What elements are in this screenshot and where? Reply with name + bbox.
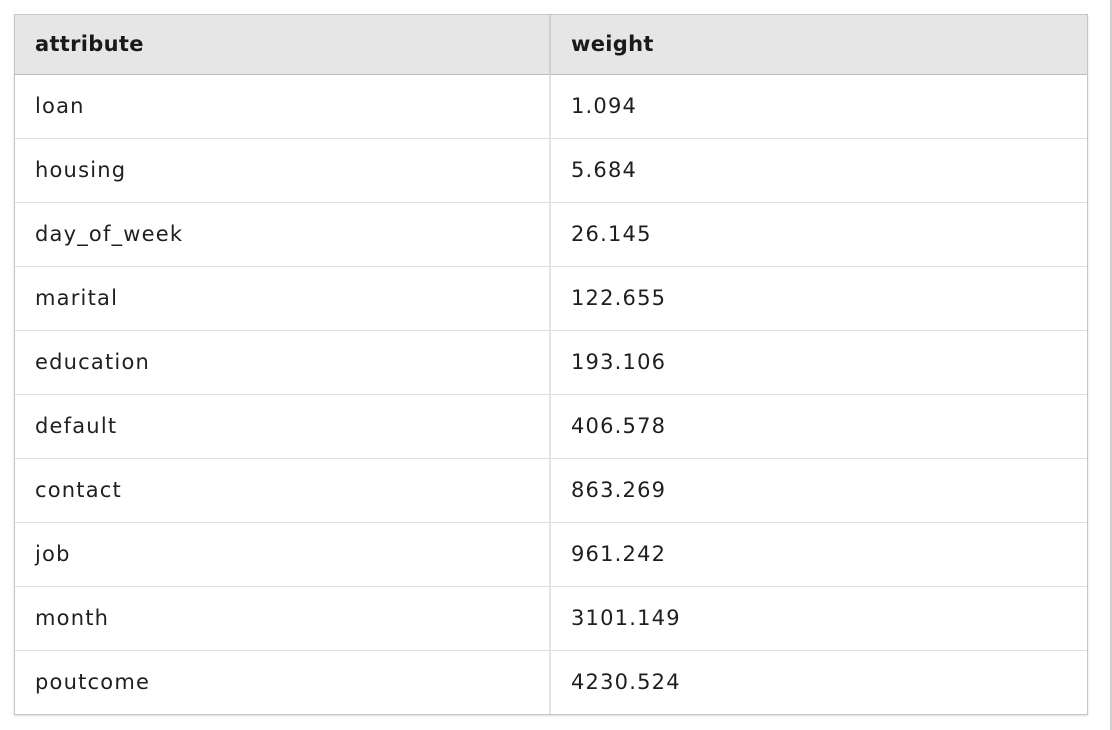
table-row: education 193.106 [15,330,1087,395]
column-header-attribute[interactable]: attribute [15,15,550,75]
cell-weight: 193.106 [549,330,1087,395]
header-row: attribute weight [15,15,1087,75]
cell-attribute: poutcome [35,670,151,695]
table-row: marital 122.655 [15,266,1087,331]
cell-weight: 122.655 [549,266,1087,331]
cell-weight: 3101.149 [549,586,1087,651]
table-row: default 406.578 [15,394,1087,459]
table-row: day_of_week 26.145 [15,202,1087,267]
cell-attribute: marital [15,266,550,331]
table-row: loan 1.094 [15,74,1087,139]
cell-attribute: month [15,586,550,651]
cell-attribute: housing [15,138,550,203]
cell-weight: 26.145 [549,202,1087,267]
table-row: month 3101.149 [15,586,1087,651]
table-row: housing 5.684 [15,138,1087,203]
table-row: contact 863.269 [15,458,1087,523]
cell-weight: 961.242 [549,522,1087,587]
cell-attribute: loan [15,74,550,139]
table-body: loan 1.094 housing 5.684 day_of_week 26.… [15,74,1087,714]
table-row: job 961.242 [15,522,1087,587]
cell-attribute: contact [15,458,550,523]
cell-weight: 406.578 [549,394,1087,459]
attribute-weight-table-container: attribute weight loan 1.094 housing 5.68… [14,14,1088,715]
attribute-weight-table: attribute weight loan 1.094 housing 5.68… [15,15,1087,714]
cell-weight: 1.094 [549,74,1087,139]
column-header-weight[interactable]: weight [549,15,1087,75]
table-row: poutcome 4230.524 [15,650,1087,714]
scroll-edge-divider [1110,0,1112,730]
cell-weight: 4230.524 [549,650,1087,714]
cell-attribute: default [15,394,550,459]
cell-weight: 863.269 [549,458,1087,523]
cell-attribute: day_of_week [15,202,550,267]
cell-attribute: education [15,330,550,395]
cell-attribute: job [15,522,550,587]
table-header: attribute weight [15,15,1087,75]
cell-weight: 5.684 [549,138,1087,203]
